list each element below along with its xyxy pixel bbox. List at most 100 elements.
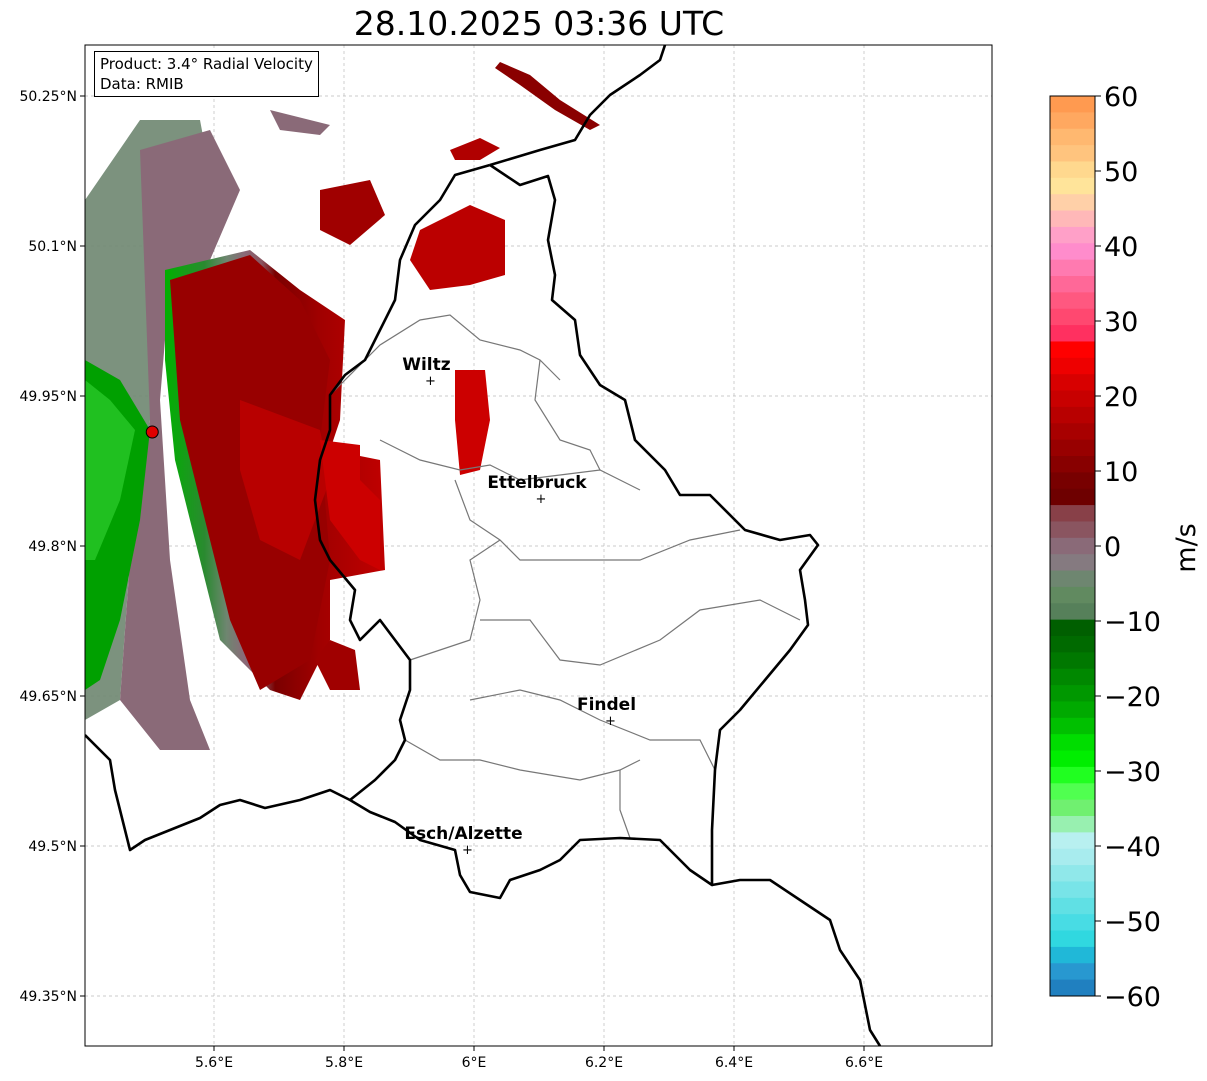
colorbar-band xyxy=(1050,570,1095,588)
colorbar: 60 50 40 30 20 10 0 −10 −20 −30 −40 −50 −60 xyxy=(1049,82,1161,1013)
colorbar-tick-label: −10 xyxy=(1104,607,1161,638)
city-marker-icon: + xyxy=(605,714,616,729)
city-label: Esch/Alzette xyxy=(404,824,522,844)
legend-product: Product: 3.4° Radial Velocity xyxy=(100,55,313,73)
city-label: Wiltz xyxy=(402,355,451,375)
city-labels: +Wiltz+Ettelbruck+Findel+Esch/Alzette xyxy=(402,355,636,858)
axis-ticks: 5.6°E 5.8°E 6°E 6.2°E 6.4°E 6.6°E 50.25°N 50.1°… xyxy=(19,89,883,1071)
lat-tick-label: 49.5°N xyxy=(28,839,77,855)
city-marker-icon: + xyxy=(425,374,436,389)
colorbar-band xyxy=(1050,537,1095,555)
colorbar-tick-label: 0 xyxy=(1104,532,1121,563)
colorbar-band xyxy=(1050,750,1095,768)
colorbar-band xyxy=(1050,685,1095,702)
map-area: +Wiltz+Ettelbruck+Findel+Esch/Alzette xyxy=(85,45,992,1046)
colorbar-band xyxy=(1050,194,1095,212)
lon-tick-label: 6.6°E xyxy=(845,1055,883,1071)
colorbar-band xyxy=(1050,488,1095,506)
colorbar-band xyxy=(1050,963,1095,981)
lon-tick-label: 6.2°E xyxy=(585,1055,623,1071)
colorbar-band xyxy=(1050,406,1095,424)
colorbar-tick-label: 10 xyxy=(1104,457,1138,488)
colorbar-band xyxy=(1050,603,1095,621)
colorbar-band xyxy=(1050,128,1095,146)
colorbar-tick-label: 50 xyxy=(1104,157,1138,188)
colorbar-band xyxy=(1050,243,1095,261)
colorbar-band xyxy=(1050,456,1095,473)
colorbar-band xyxy=(1050,865,1095,882)
colorbar-band xyxy=(1050,979,1095,997)
colorbar-band xyxy=(1050,799,1095,817)
colorbar-band xyxy=(1050,112,1095,130)
colorbar-band xyxy=(1050,374,1095,392)
colorbar-band xyxy=(1050,259,1095,277)
lat-tick-label: 50.1°N xyxy=(28,239,77,255)
colorbar-tick-label: −50 xyxy=(1104,907,1161,938)
colorbar-tick-label: 30 xyxy=(1104,307,1138,338)
colorbar-tick-label: −30 xyxy=(1104,757,1161,788)
colorbar-band xyxy=(1050,930,1095,948)
colorbar-band xyxy=(1050,766,1095,784)
lat-tick-label: 49.65°N xyxy=(19,689,77,705)
colorbar-band xyxy=(1050,439,1095,457)
lon-tick-label: 6°E xyxy=(462,1055,487,1071)
colorbar-band xyxy=(1050,325,1095,342)
colorbar-band xyxy=(1050,652,1095,670)
radar-echoes xyxy=(85,62,600,750)
colorbar-band xyxy=(1050,636,1095,653)
colorbar-band xyxy=(1050,668,1095,686)
colorbar-band xyxy=(1050,145,1095,162)
colorbar-band xyxy=(1050,946,1095,964)
colorbar-band xyxy=(1050,554,1095,572)
city-marker-icon: + xyxy=(462,843,473,858)
colorbar-band xyxy=(1050,341,1095,359)
canton-borders xyxy=(329,314,801,839)
colorbar-band xyxy=(1050,783,1095,801)
colorbar-band xyxy=(1050,914,1095,932)
city-marker-icon: + xyxy=(535,492,546,507)
colorbar-band xyxy=(1050,177,1095,195)
lat-tick-label: 49.8°N xyxy=(28,539,77,555)
colorbar-band xyxy=(1050,897,1095,915)
colorbar-tick-label: 40 xyxy=(1104,232,1138,263)
city-label: Findel xyxy=(577,695,636,715)
city-label: Ettelbruck xyxy=(487,473,587,493)
lon-tick-label: 6.4°E xyxy=(715,1055,753,1071)
colorbar-band xyxy=(1050,276,1095,293)
colorbar-band xyxy=(1050,734,1095,752)
colorbar-band xyxy=(1050,308,1095,326)
colorbar-band xyxy=(1050,505,1095,522)
colorbar-band xyxy=(1050,848,1095,866)
colorbar-band xyxy=(1050,816,1095,833)
colorbar-band xyxy=(1050,832,1095,850)
map-title: 28.10.2025 03:36 UTC xyxy=(353,4,725,43)
colorbar-band xyxy=(1050,472,1095,490)
colorbar-band xyxy=(1050,226,1095,244)
radar-site-marker xyxy=(145,425,159,439)
lon-tick-label: 5.8°E xyxy=(325,1055,363,1071)
colorbar-band xyxy=(1050,292,1095,310)
legend-data-source: Data: RMIB xyxy=(100,75,184,93)
colorbar-band xyxy=(1050,390,1095,408)
lat-tick-label: 50.25°N xyxy=(19,89,77,105)
colorbar-band xyxy=(1050,619,1095,637)
country-borders xyxy=(85,45,882,1046)
colorbar-band xyxy=(1050,423,1095,441)
lat-tick-label: 49.95°N xyxy=(19,389,77,405)
colorbar-band xyxy=(1050,881,1095,899)
colorbar-tick-label: −20 xyxy=(1104,682,1161,713)
colorbar-band xyxy=(1050,717,1095,735)
colorbar-band xyxy=(1050,701,1095,719)
colorbar-tick-label: 60 xyxy=(1104,82,1138,113)
colorbar-label: m/s xyxy=(1171,523,1202,572)
colorbar-band xyxy=(1050,586,1095,604)
colorbar-tick-label: 20 xyxy=(1104,382,1138,413)
product-legend: Product: 3.4° Radial Velocity Data: RMIB xyxy=(94,51,319,97)
colorbar-band xyxy=(1050,161,1095,179)
lat-tick-label: 49.35°N xyxy=(19,989,77,1005)
colorbar-band xyxy=(1050,210,1095,228)
colorbar-tick-label: −60 xyxy=(1104,982,1161,1013)
colorbar-band xyxy=(1050,521,1095,539)
colorbar-band xyxy=(1050,96,1095,113)
